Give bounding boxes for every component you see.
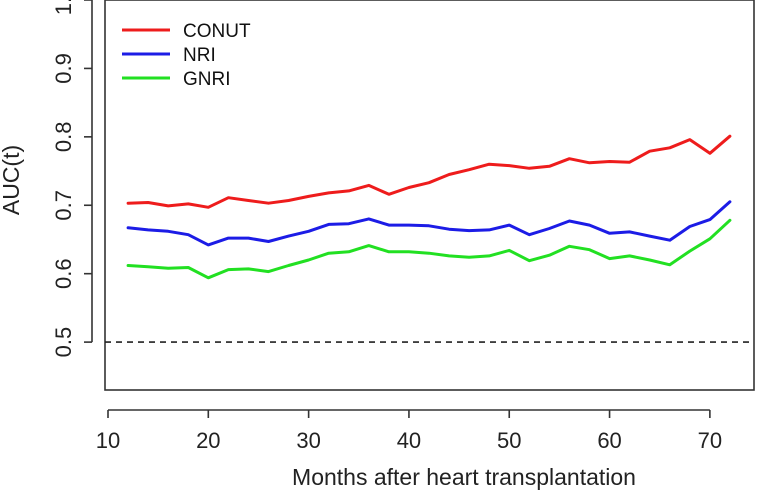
x-tick-label: 60 (597, 428, 621, 453)
y-tick-label: 1.0 (51, 0, 76, 15)
series-line-gnri (126, 218, 732, 280)
series-line-nri (126, 200, 732, 247)
x-axis-title: Months after heart transplantation (292, 464, 636, 490)
x-tick-label: 10 (96, 428, 120, 453)
y-tick-label: 0.8 (51, 122, 76, 153)
x-tick-label: 50 (497, 428, 521, 453)
y-tick-label: 0.5 (51, 327, 76, 358)
y-tick-label: 0.9 (51, 53, 76, 84)
x-axis: 10 20 30 40 50 60 70 (96, 409, 722, 453)
x-tick-label: 30 (296, 428, 320, 453)
y-tick-label: 0.7 (51, 190, 76, 221)
x-tick-label: 70 (698, 428, 722, 453)
legend: CONUT NRI GNRI (122, 21, 251, 90)
legend-label-nri: NRI (183, 45, 216, 66)
x-tick-label: 20 (196, 428, 220, 453)
series-line-conut (126, 134, 732, 209)
y-axis-title: AUC(t) (0, 145, 24, 215)
plot-frame (104, 0, 755, 391)
x-tick-label: 40 (397, 428, 421, 453)
y-axis: 0.5 0.6 0.7 0.8 0.9 1.0 (51, 0, 93, 358)
legend-label-conut: CONUT (183, 21, 251, 42)
series-layer (126, 134, 732, 280)
legend-label-gnri: GNRI (183, 69, 231, 90)
y-tick-label: 0.6 (51, 258, 76, 289)
